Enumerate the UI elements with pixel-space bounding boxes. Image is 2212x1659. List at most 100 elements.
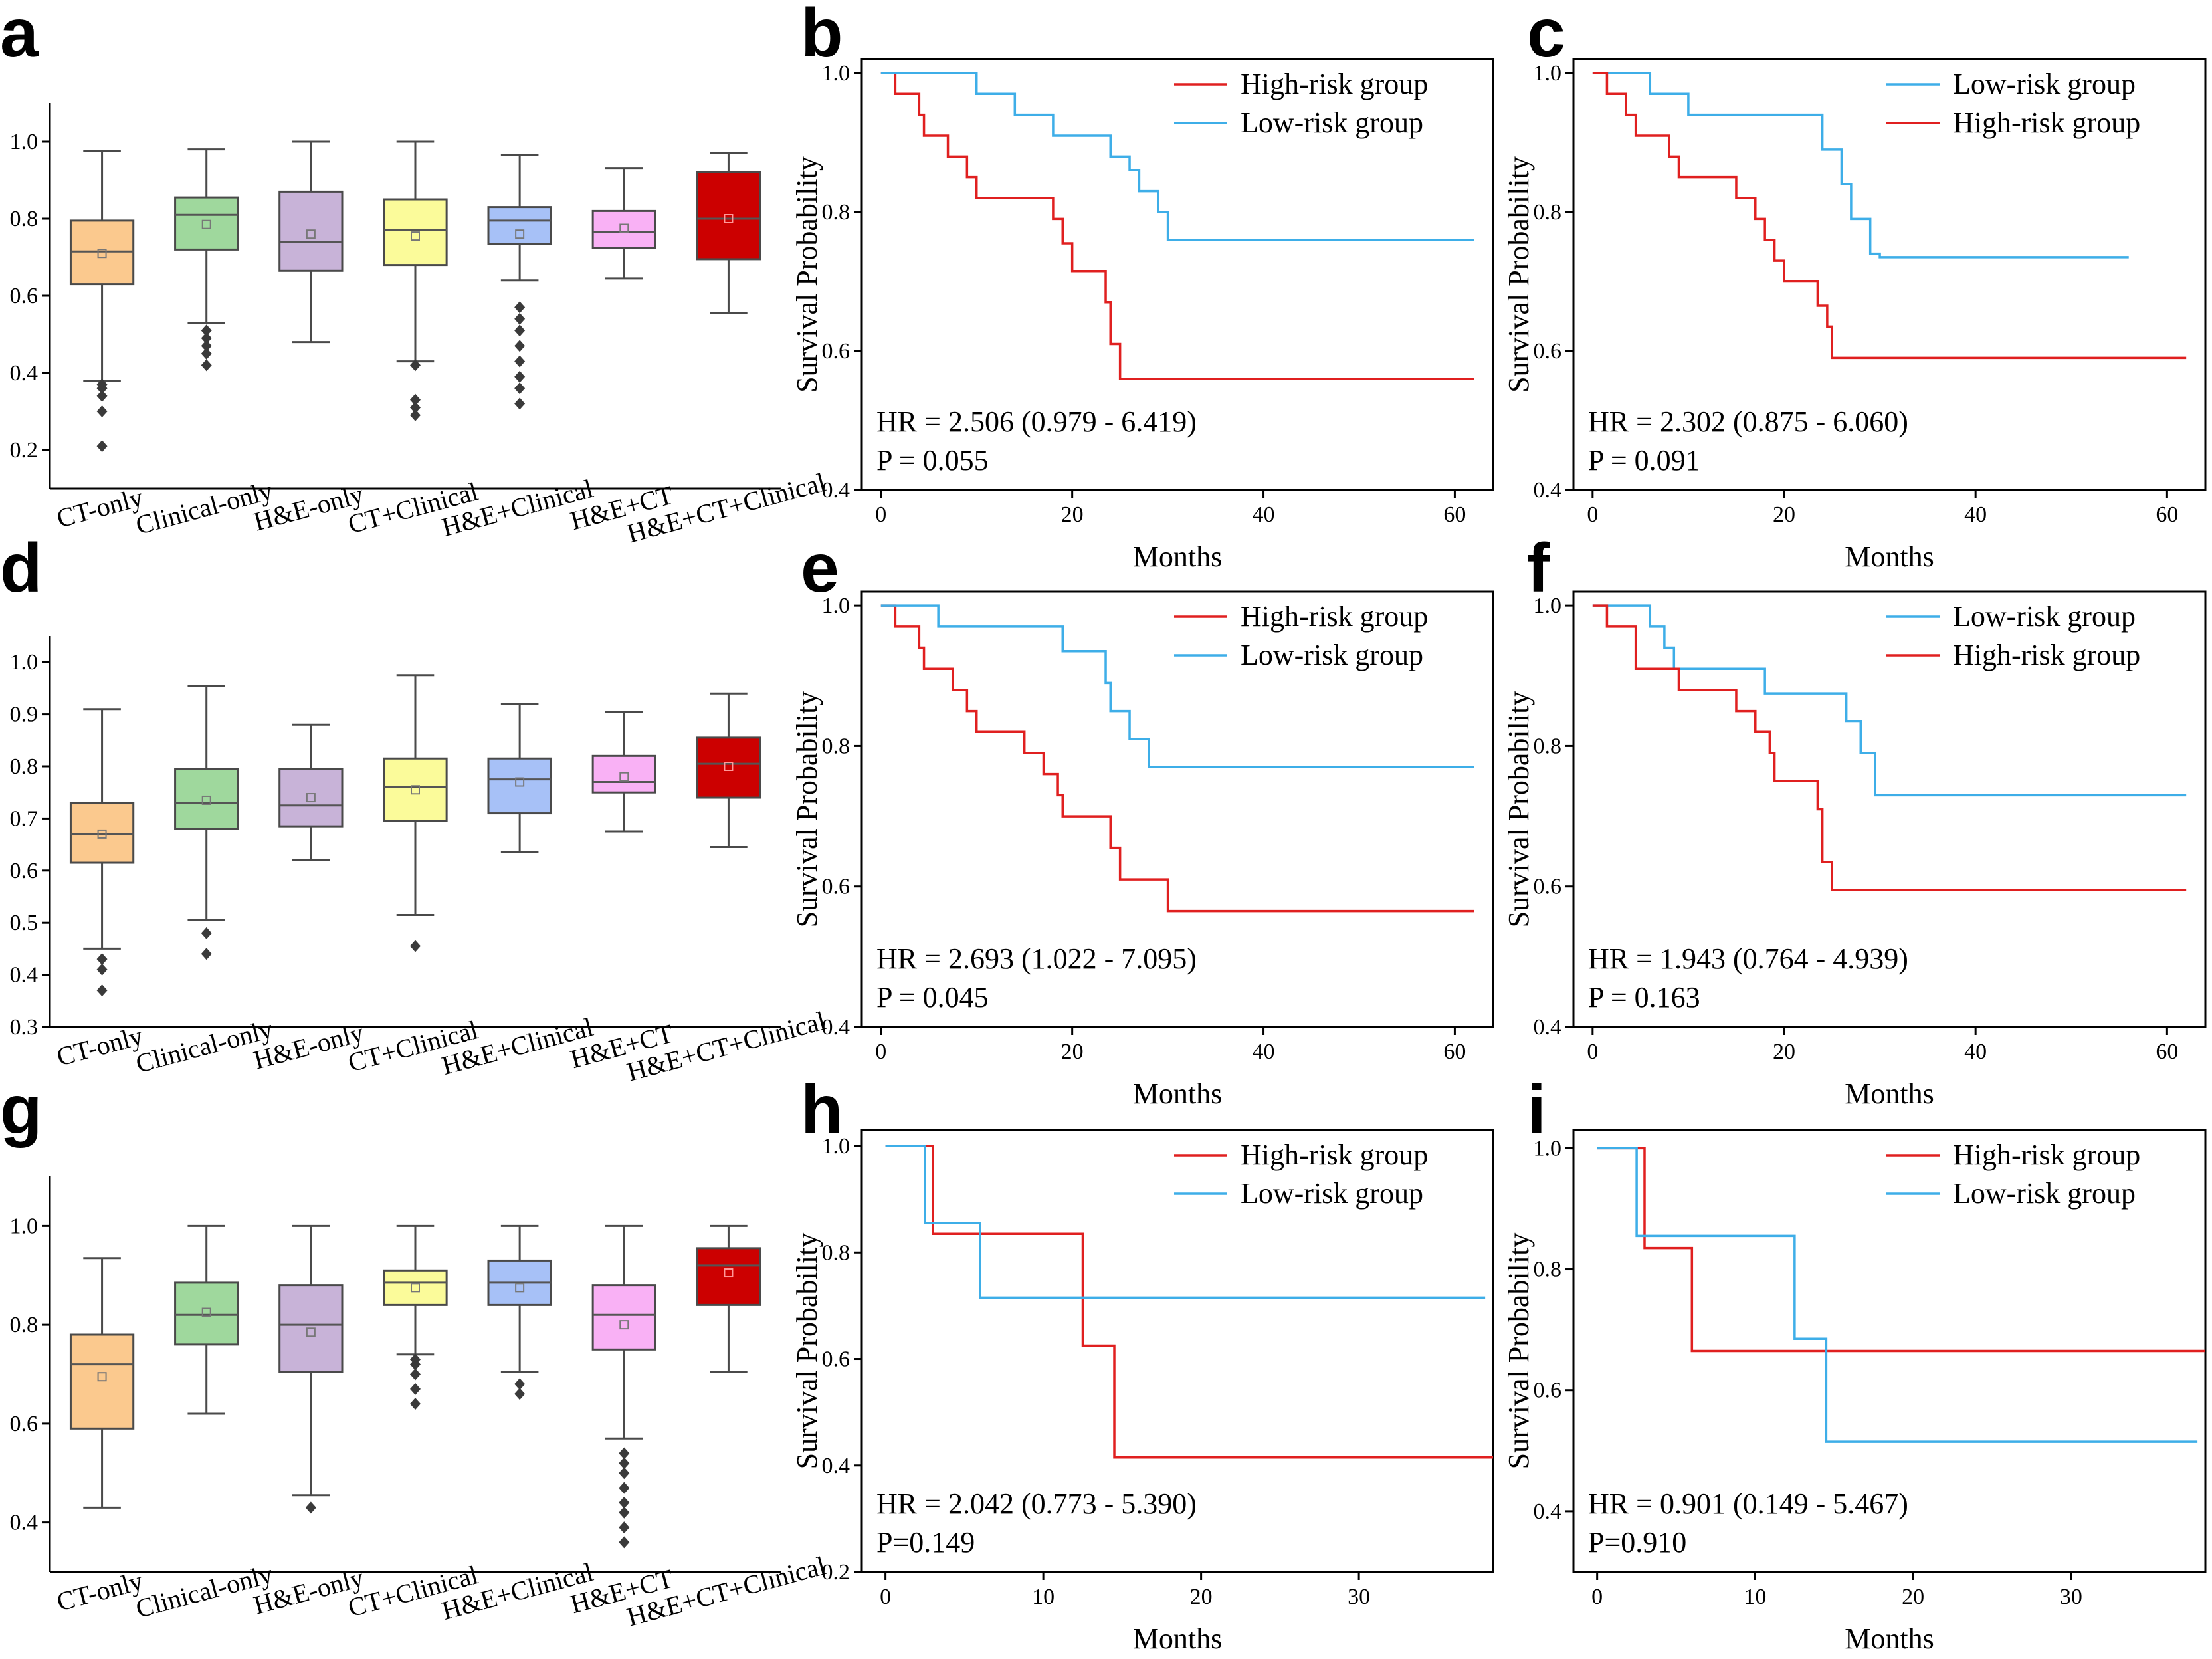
mean-marker [201,1307,211,1317]
y-tick-label: 0.4 [1534,478,1562,502]
box-body [278,190,344,272]
x-tick-label: 0 [875,502,886,527]
y-axis-label: Survival Probability [791,156,823,393]
box-body [174,196,239,251]
outlier-point [201,340,212,352]
y-tick-label: 0.8 [822,200,851,225]
y-tick-label: 0.6 [1534,339,1562,364]
outlier-point [514,370,526,383]
hazard-ratio-text: HR = 2.302 (0.875 - 6.060) [1588,405,1908,438]
x-tick-label: 0 [1587,1040,1598,1064]
outlier-point [410,1353,421,1366]
x-tick-label: 20 [1061,502,1084,527]
mean-marker [515,777,525,787]
box-1: Clinical-only [132,1224,276,1624]
outlier-point [96,405,108,417]
x-tick-label: 0 [875,1040,886,1064]
mean-marker [201,219,211,229]
outlier-point [201,948,212,960]
x-tick-label: 20 [1773,1040,1795,1064]
y-tick-label: 0.4 [10,963,39,988]
box-body [69,1333,135,1430]
km-curve-high [880,72,1474,380]
outlier-point [619,1536,630,1549]
panel-label-g: g [0,1071,43,1149]
mean-marker [411,785,420,795]
x-tick-label: 20 [1902,1585,1924,1609]
outlier-point [619,1506,630,1519]
outlier-point [96,378,108,391]
y-tick-label: 0.4 [822,1454,851,1478]
y-tick-label: 0.6 [822,1347,851,1372]
x-tick-label: 10 [1032,1585,1055,1609]
x-tick-label: 40 [1253,1040,1275,1064]
outlier-point [201,348,212,360]
y-tick-label: 0.4 [1534,1015,1562,1040]
outlier-point [201,332,212,344]
x-axis-label: Months [1845,540,1934,573]
y-tick-label: 0.4 [1534,1499,1562,1524]
box-1: Clinical-only [132,684,276,1079]
box-body [69,802,135,864]
panel-c: c 0.4 0.6 0.8 1.0 0 20 40 60 Months Survival Proba… [1502,0,2207,573]
hazard-ratio-text: HR = 2.693 (1.022 - 7.095) [876,942,1197,975]
p-value-text: P=0.910 [1588,1526,1686,1559]
legend-label: High-risk group [1953,1139,2140,1171]
category-label: CT-only [54,1565,146,1617]
y-tick-label: 0.4 [10,1511,39,1535]
outlier-point [410,1368,421,1381]
panel-f: f 0.4 0.6 0.8 1.0 0 20 40 60 Months Survival Proba… [1502,530,2207,1110]
x-axis-label: Months [1133,540,1222,573]
outlier-point [514,1388,526,1400]
x-tick-label: 60 [2156,1040,2178,1064]
panel-label-h: h [801,1071,843,1149]
y-tick-label: 0.8 [822,1240,851,1265]
legend-label: Low-risk group [1953,68,2136,100]
outlier-point [96,963,108,976]
x-tick-label: 40 [1253,502,1275,527]
outlier-point [619,1496,630,1509]
x-tick-label: 30 [1348,1585,1370,1609]
outlier-point [514,312,526,325]
x-tick-label: 30 [2060,1585,2082,1609]
legend-label: Low-risk group [1241,106,1423,139]
y-tick-label: 0.4 [10,361,39,386]
x-axis-label: Months [1845,1077,1934,1110]
x-tick-label: 60 [1443,502,1466,527]
y-tick-label: 0.6 [822,875,851,899]
box-1: Clinical-only [132,148,276,540]
panel-i: i 0.4 0.6 0.8 1.0 0 10 20 30 Months Survival Proba… [1502,1071,2207,1655]
km-curve-high [880,604,1474,913]
km-curve-low [880,604,1474,768]
km-curve-low [885,1145,1486,1299]
mean-marker [619,1320,629,1330]
y-tick-label: 1.0 [10,1214,39,1238]
y-tick-label: 0.6 [10,1412,39,1436]
outlier-point [201,359,212,372]
y-tick-label: 0.2 [10,438,39,463]
legend-label: High-risk group [1241,600,1428,633]
plot-frame [860,590,1494,1028]
mean-marker [515,1283,525,1293]
outlier-point [96,440,108,453]
box-body [696,171,761,261]
p-value-text: P = 0.055 [876,444,989,477]
outlier-point [96,953,108,966]
mean-marker [411,1283,420,1293]
panel-label-c: c [1527,0,1565,72]
y-tick-label: 0.8 [1534,734,1562,758]
mean-marker [411,231,420,241]
km-curve-high [1592,604,2187,891]
panel-h: h 0.2 0.4 0.6 0.8 1.0 0 10 20 30 Months Survival Pr… [791,1071,1494,1655]
box-body [591,209,656,249]
mean-marker [724,1268,734,1278]
y-tick-label: 0.2 [822,1560,851,1585]
y-tick-label: 1.0 [822,61,851,86]
legend-label: Low-risk group [1241,639,1423,671]
y-tick-label: 1.0 [822,594,851,618]
x-tick-label: 0 [1587,502,1598,527]
legend-label: High-risk group [1953,639,2140,671]
y-tick-label: 0.6 [1534,1379,1562,1403]
panel-label-i: i [1527,1071,1546,1149]
